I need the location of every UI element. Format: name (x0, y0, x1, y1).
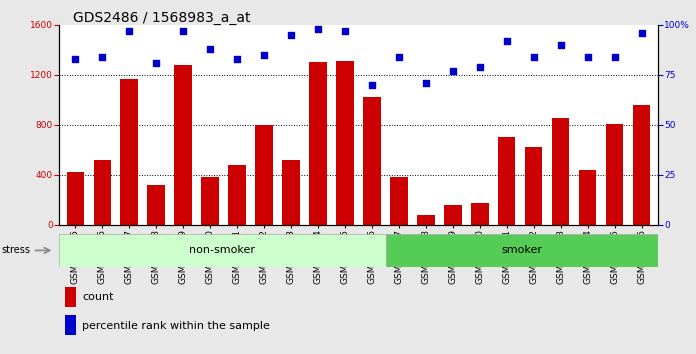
Point (474, 64, 485, 70)
Bar (552, 118, 569, 225)
Point (582, 54, 593, 59)
Bar (228, 165, 246, 225)
Point (232, 56, 243, 62)
Point (340, 28, 351, 34)
Point (366, 82, 377, 88)
Point (258, 52, 269, 58)
Point (420, 80, 432, 86)
Bar (498, 137, 516, 225)
Text: percentile rank within the sample: percentile rank within the sample (82, 321, 270, 331)
Bar (525, 147, 542, 225)
Bar (386, 234, 658, 267)
Bar (201, 177, 219, 225)
Point (393, 54, 404, 59)
Bar (417, 216, 434, 225)
Point (205, 46, 216, 52)
Bar (175, 65, 192, 225)
Bar (336, 61, 354, 225)
Point (448, 68, 459, 74)
Bar (255, 125, 273, 225)
Bar (606, 124, 624, 225)
Point (528, 54, 539, 59)
Bar (148, 185, 165, 225)
Bar (65, 315, 76, 335)
Point (313, 26, 324, 32)
Bar (67, 172, 84, 225)
Bar (579, 170, 596, 225)
Point (177, 28, 189, 34)
Bar (444, 205, 461, 225)
Point (501, 38, 512, 44)
Point (97, 54, 108, 59)
Text: count: count (82, 292, 113, 302)
Bar (363, 97, 381, 225)
Bar (309, 62, 326, 225)
Point (124, 28, 135, 34)
Text: non-smoker: non-smoker (189, 245, 255, 256)
Bar (59, 234, 386, 267)
Bar (283, 160, 300, 225)
Point (609, 54, 620, 59)
Text: stress: stress (1, 245, 31, 256)
Point (285, 32, 296, 38)
Bar (390, 177, 408, 225)
Text: GDS2486 / 1568983_a_at: GDS2486 / 1568983_a_at (73, 11, 251, 25)
Text: smoker: smoker (501, 245, 542, 256)
Bar (65, 287, 76, 307)
Bar (633, 105, 650, 225)
Point (70, 56, 81, 62)
Point (636, 30, 647, 36)
Bar (471, 203, 489, 225)
Bar (93, 160, 111, 225)
Point (555, 42, 567, 48)
Bar (120, 79, 138, 225)
Point (150, 60, 161, 65)
